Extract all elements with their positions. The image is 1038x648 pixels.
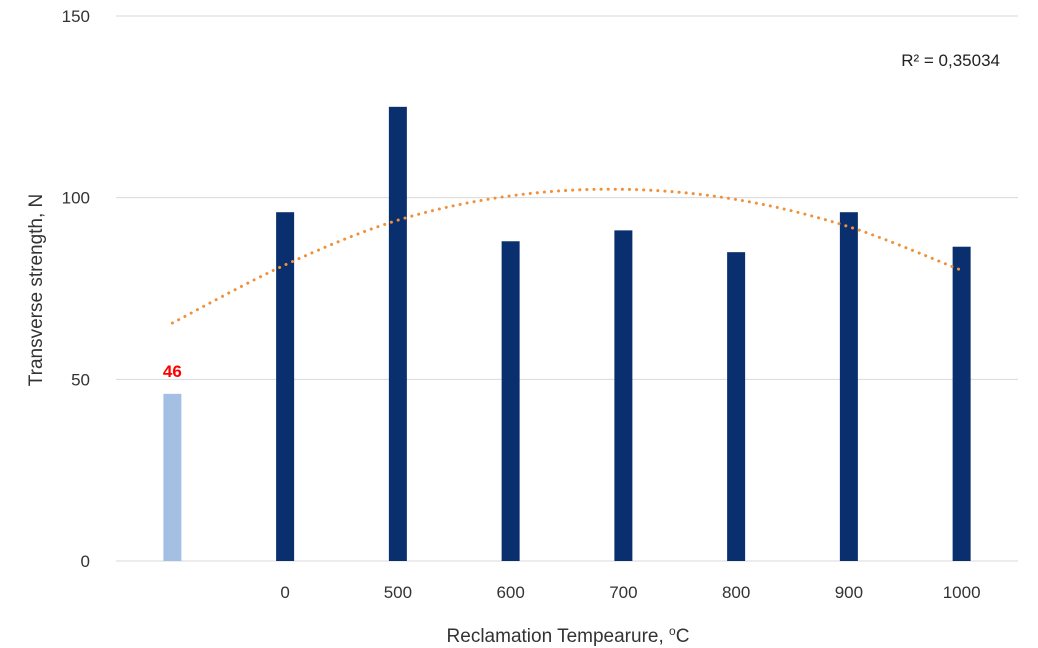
y-tick-label: 150 [62, 7, 90, 26]
bar [614, 230, 633, 561]
x-axis-title: Reclamation Tempearure, oC [447, 624, 690, 647]
bar [276, 212, 295, 561]
gridlines [116, 15, 1018, 562]
x-tick-label: 0 [280, 583, 289, 602]
trendline-path [170, 187, 964, 325]
y-axis-ticks: 0 50 100 150 [62, 7, 90, 571]
bar [388, 106, 407, 561]
x-axis-ticks: 0 500 600 700 800 900 1000 [280, 583, 980, 602]
x-tick-label: 1000 [943, 583, 981, 602]
x-axis-title-text: Reclamation Tempearure, [447, 626, 669, 647]
x-tick-label: 700 [609, 583, 637, 602]
x-axis-title-unit: C [676, 626, 690, 647]
y-tick-label: 50 [71, 370, 90, 389]
data-label: 46 [163, 362, 182, 381]
x-tick-label: 500 [384, 583, 412, 602]
data-labels: 46 [163, 362, 182, 381]
bar [839, 212, 858, 561]
y-tick-label: 100 [62, 189, 90, 208]
bar [163, 393, 182, 561]
bars [163, 106, 971, 561]
r-squared-label: R² = 0,35034 [901, 51, 1000, 70]
x-tick-label: 600 [496, 583, 524, 602]
x-axis-title-unit-sup: o [669, 624, 676, 638]
bar [501, 241, 520, 561]
y-axis-title: Transverse strength, N [26, 194, 47, 387]
x-tick-label: 800 [722, 583, 750, 602]
bar [727, 252, 746, 561]
y-tick-label: 0 [81, 552, 90, 571]
trendline [170, 187, 964, 325]
x-tick-label: 900 [835, 583, 863, 602]
bar [952, 246, 971, 561]
